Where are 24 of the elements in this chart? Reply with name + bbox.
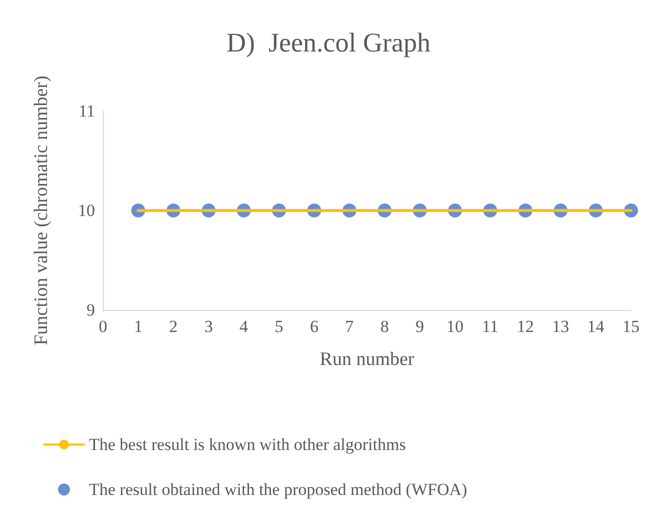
x-tick-label: 3	[204, 317, 213, 336]
chart-title: D) Jeen.col Graph	[226, 28, 431, 58]
x-tick-label: 10	[446, 317, 464, 336]
legend-label: The result obtained with the proposed method (WFOA)	[89, 480, 468, 499]
x-tick-label: 7	[345, 317, 354, 336]
y-tick-label: 9	[86, 300, 95, 320]
x-tick-label: 14	[587, 317, 605, 336]
x-tick-label: 4	[240, 317, 249, 336]
x-tick-label: 0	[98, 317, 108, 336]
x-tick-label: 1	[134, 317, 142, 336]
x-tick-label: 2	[169, 317, 178, 336]
x-tick-label: 15	[622, 317, 640, 336]
x-tick-label: 12	[516, 317, 534, 336]
x-tick-label: 13	[552, 317, 570, 336]
y-tick-label: 10	[78, 201, 95, 220]
x-tick-label: 9	[416, 317, 424, 336]
x-tick-label: 5	[274, 317, 284, 336]
y-tick-label: 11	[78, 102, 95, 120]
y-axis-title: Function value (chromatic number)	[31, 76, 52, 346]
x-tick-label: 6	[310, 317, 318, 336]
legend-label: The best result is known with other algorithms	[89, 435, 406, 454]
x-tick-label: 11	[482, 317, 498, 336]
x-axis-title: Run number	[320, 349, 415, 370]
x-tick-label: 8	[380, 317, 389, 336]
